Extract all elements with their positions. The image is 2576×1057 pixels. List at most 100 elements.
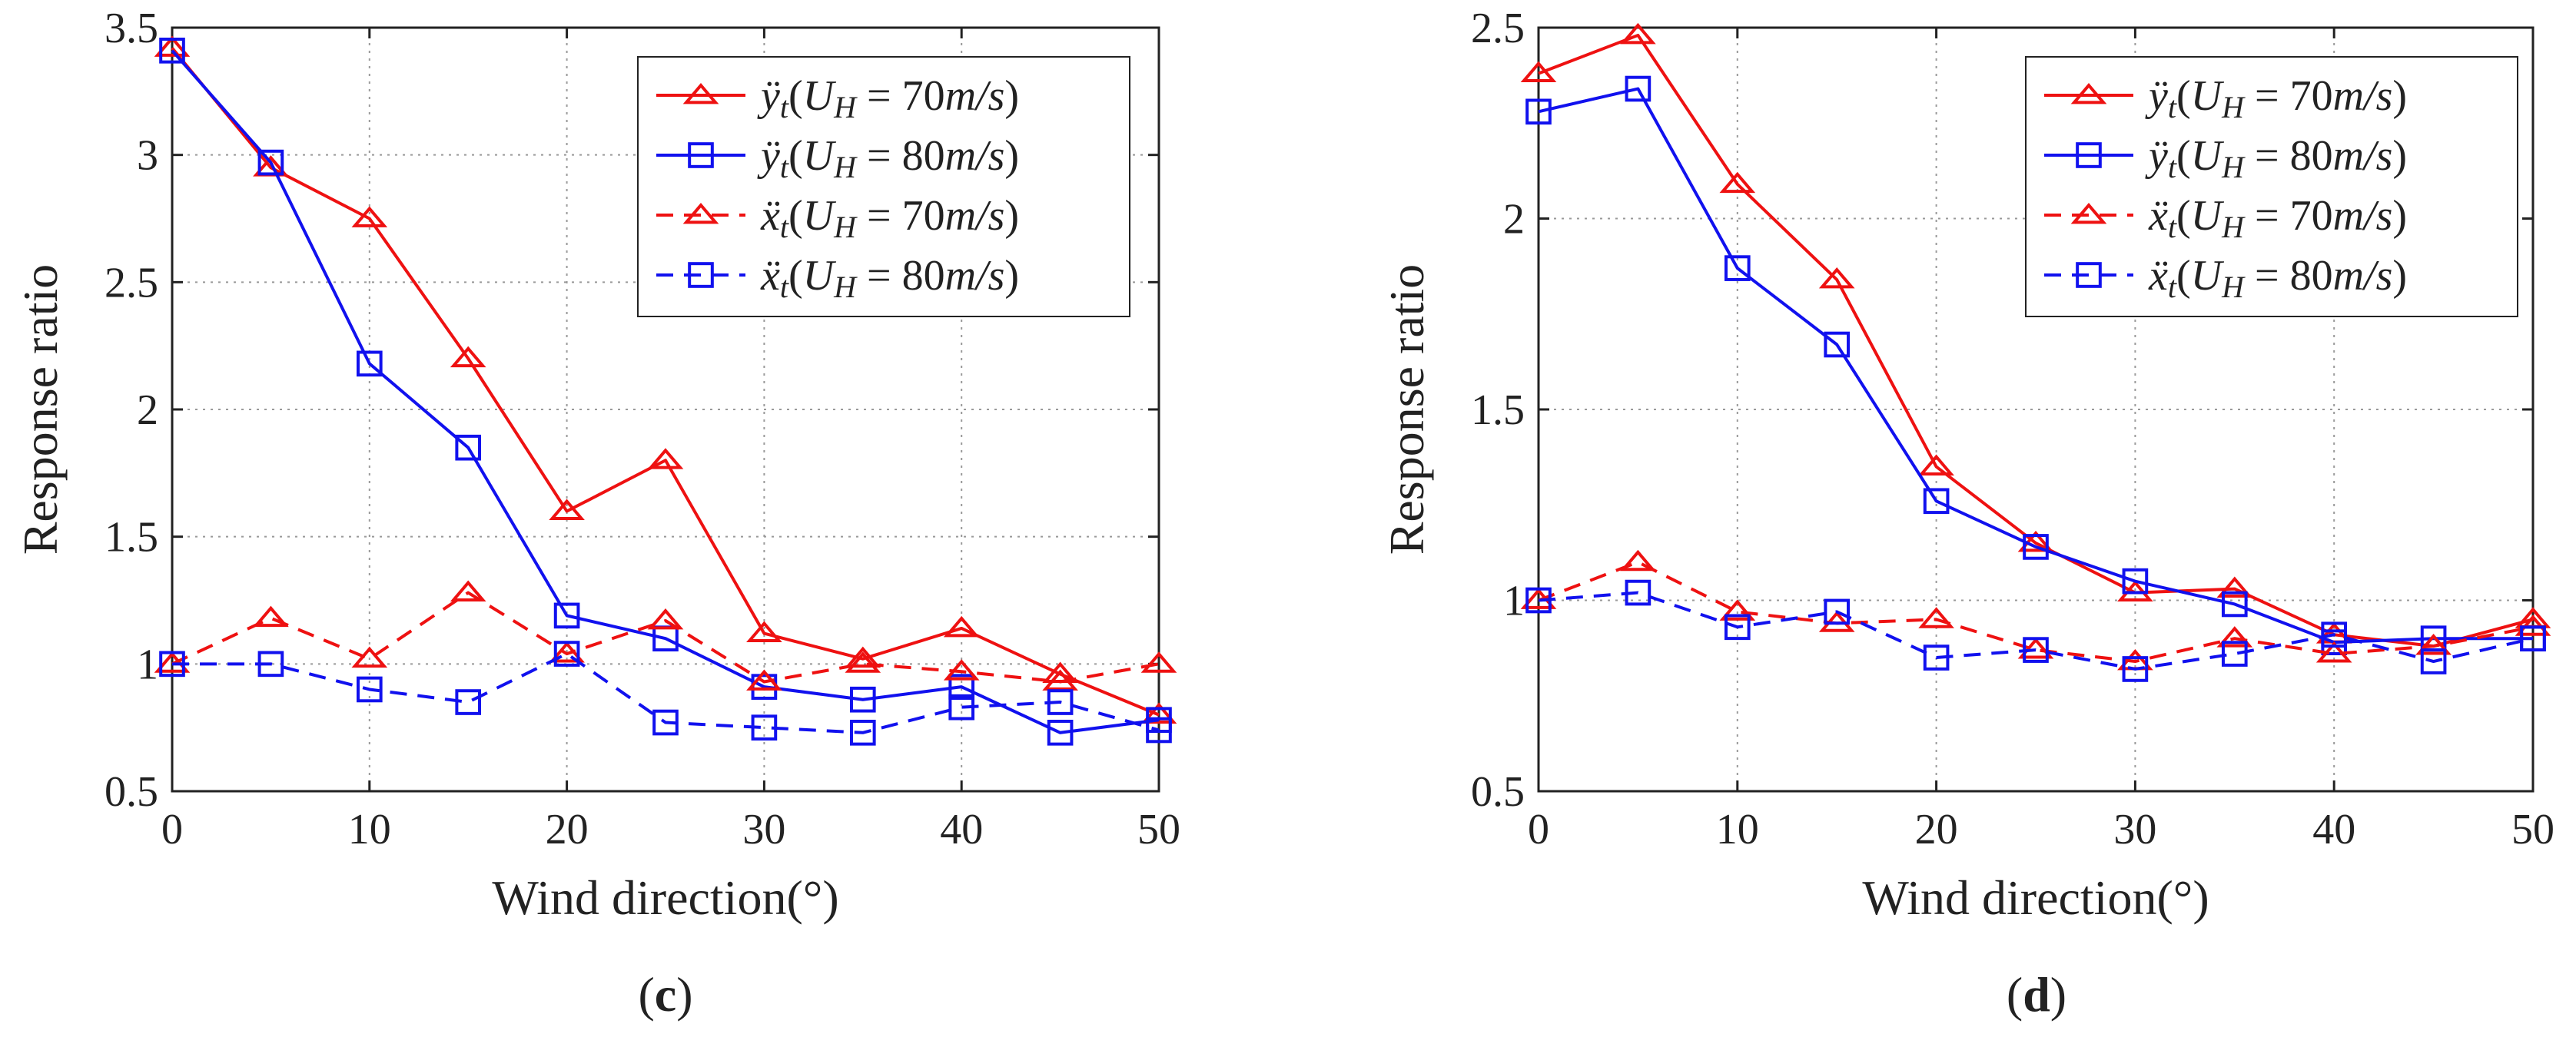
legend-subscript: H <box>2221 270 2246 304</box>
legend-box <box>2025 56 2518 317</box>
legend: ÿt(UH = 70m/s)ÿt(UH = 80m/s)ẍt(UH = 70m/… <box>2025 56 2518 317</box>
data-point <box>849 686 876 713</box>
data-point <box>553 641 580 667</box>
x-tick-label: 30 <box>2113 806 2156 853</box>
y-axis-label: Response ratio <box>1379 264 1434 555</box>
data-point <box>1918 454 1954 475</box>
data-point <box>2216 626 2253 648</box>
x-tick-label: 10 <box>348 806 391 853</box>
series-line <box>171 591 1160 684</box>
data-point <box>1620 22 1656 45</box>
y-tick-label: 0.5 <box>1471 768 1525 816</box>
legend: ÿt(UH = 70m/s)ÿt(UH = 80m/s)ẍt(UH = 70m/… <box>637 56 1130 317</box>
legend-speed: = 80 <box>2244 252 2333 300</box>
data-point <box>2017 530 2054 552</box>
legend-paren: ) <box>2392 72 2407 120</box>
data-point <box>1923 488 1950 515</box>
x-tick-label: 50 <box>1137 806 1180 853</box>
legend-entry: ÿt(UH = 80m/s) <box>2145 132 2407 184</box>
x-tick-label: 20 <box>546 806 589 853</box>
data-point <box>1146 717 1172 744</box>
data-point <box>849 719 876 746</box>
legend-paren: ( <box>2176 192 2191 240</box>
data-point <box>351 646 388 668</box>
legend-subscript: t <box>2168 210 2177 244</box>
legend-speed: = 70 <box>856 72 945 120</box>
data-point <box>751 714 778 741</box>
legend-marker <box>2070 82 2107 104</box>
series-line <box>172 652 1160 734</box>
data-point <box>1625 579 1651 606</box>
legend-paren: ) <box>1004 132 1019 180</box>
legend-var: U <box>803 252 837 300</box>
data-point <box>2420 648 2447 674</box>
panel-label: (c) <box>638 967 692 1022</box>
data-point <box>553 602 580 629</box>
legend-unit: m/s <box>2333 132 2393 180</box>
panel-label: (d) <box>2007 967 2066 1022</box>
data-point <box>1719 171 1756 194</box>
data-point <box>2017 638 2054 659</box>
legend-entry: ẍt(UH = 80m/s) <box>2148 252 2407 304</box>
legend-marker <box>682 202 719 224</box>
legend-var: U <box>2191 192 2225 240</box>
data-point <box>746 621 782 642</box>
legend-paren: ( <box>788 252 803 300</box>
data-point <box>549 499 585 520</box>
legend-unit: m/s <box>2333 252 2393 300</box>
data-point <box>1520 61 1557 83</box>
legend-entry: ẍt(UH = 70m/s) <box>760 192 1019 244</box>
y-tick-label: 3.5 <box>105 5 158 52</box>
data-point <box>2216 576 2253 598</box>
data-point <box>549 641 585 663</box>
data-point <box>1724 614 1751 641</box>
legend-unit: m/s <box>2333 72 2393 120</box>
series-line <box>171 49 1160 734</box>
legend-subscript: t <box>2168 90 2177 124</box>
legend-symbol: ẍ <box>2148 252 2168 300</box>
y-tick-label: 2 <box>1503 196 1525 244</box>
legend-subscript: H <box>2221 210 2246 244</box>
y-tick-label: 2 <box>137 386 158 434</box>
data-point <box>257 149 284 176</box>
legend-entry: ẍt(UH = 80m/s) <box>760 252 1019 304</box>
series-line <box>1538 87 2533 644</box>
y-tick-label: 1 <box>1503 578 1525 625</box>
legend-subscript: t <box>2168 150 2177 184</box>
series-2 <box>1525 75 2546 655</box>
data-point <box>845 646 881 668</box>
legend-paren: ) <box>2392 132 2407 180</box>
legend-symbol: ÿ <box>2145 72 2168 120</box>
legend-entry: ÿt(UH = 70m/s) <box>2145 72 2407 124</box>
data-point <box>159 651 185 678</box>
data-point <box>1824 598 1851 625</box>
legend-subscript: H <box>833 150 858 184</box>
legend-subscript: H <box>2221 90 2246 124</box>
x-tick-label: 50 <box>2511 806 2554 853</box>
legend-subscript: H <box>833 90 858 124</box>
legend-unit: m/s <box>945 192 1005 240</box>
legend-paren: ) <box>2392 252 2407 300</box>
series-2 <box>159 38 1172 746</box>
legend-symbol: ẍ <box>760 252 780 300</box>
data-point <box>1140 702 1177 724</box>
legend-marker <box>688 142 714 168</box>
legend-symbol: ÿ <box>757 72 780 120</box>
legend-speed: = 70 <box>856 192 945 240</box>
y-tick-label: 2.5 <box>105 259 158 306</box>
data-point <box>647 448 684 469</box>
data-point <box>2221 641 2248 667</box>
data-point <box>154 35 191 57</box>
legend-paren: ( <box>788 72 803 120</box>
data-point <box>450 580 486 601</box>
data-point <box>845 651 881 673</box>
x-tick-label: 0 <box>161 806 183 853</box>
data-point <box>159 38 185 64</box>
data-point <box>2023 534 2049 560</box>
legend-speed: = 70 <box>2244 192 2333 240</box>
panel-letter: c <box>655 967 676 1022</box>
data-point <box>2122 568 2149 595</box>
x-tick-label: 40 <box>2312 806 2355 853</box>
data-point <box>2122 656 2149 682</box>
legend-subscript: t <box>780 90 789 124</box>
